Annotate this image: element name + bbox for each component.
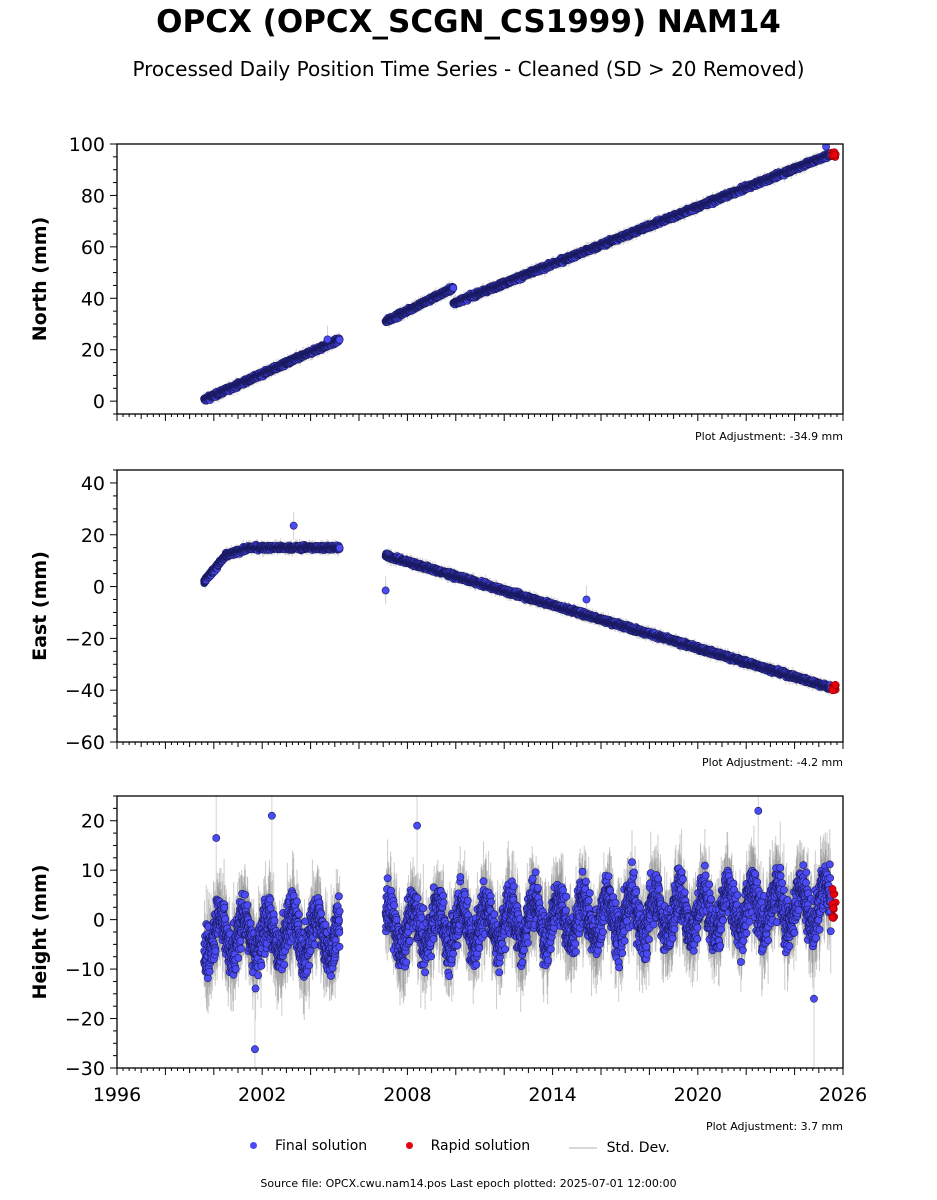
data-points — [200, 144, 840, 405]
final-solution-point — [449, 284, 458, 292]
chart-title: OPCX (OPCX_SCGN_CS1999) NAM14 — [156, 4, 781, 40]
chart-subtitle: Processed Daily Position Time Series - C… — [132, 57, 805, 81]
std-dev-bars — [203, 144, 832, 406]
final-solution-point — [335, 335, 344, 344]
